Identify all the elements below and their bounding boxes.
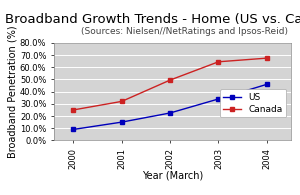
Canada <box>265 57 268 59</box>
Canada <box>217 61 220 63</box>
US <box>265 83 268 85</box>
Canada <box>120 100 124 103</box>
Title: Broadband Growth Trends - Home (US vs. Canada): Broadband Growth Trends - Home (US vs. C… <box>4 13 300 27</box>
X-axis label: Year (March): Year (March) <box>142 171 203 181</box>
Legend: US, Canada: US, Canada <box>220 89 286 117</box>
Y-axis label: Broadband Penetration (%): Broadband Penetration (%) <box>7 25 17 158</box>
Line: US: US <box>71 82 269 131</box>
US <box>120 121 124 123</box>
US <box>217 98 220 100</box>
US <box>168 112 172 114</box>
Canada <box>71 109 75 111</box>
Line: Canada: Canada <box>71 56 269 112</box>
Canada <box>168 79 172 81</box>
US <box>71 128 75 131</box>
Text: (Sources: Nielsen//NetRatings and Ipsos-Reid): (Sources: Nielsen//NetRatings and Ipsos-… <box>81 27 288 36</box>
